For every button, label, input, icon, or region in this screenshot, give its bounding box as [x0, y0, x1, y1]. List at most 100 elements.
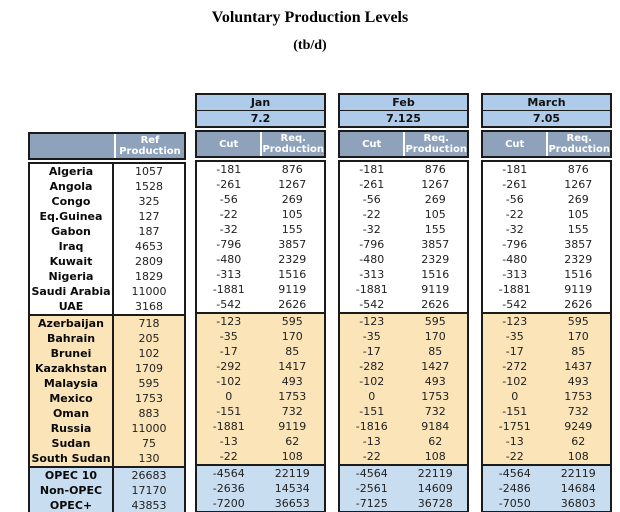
table-row: -56 269 [340, 192, 467, 207]
cut-value-cell: -1881 [212, 283, 245, 296]
cut-value-cell: -542 [359, 298, 385, 311]
table-row: Kuwait 2809 [30, 254, 184, 269]
table-row: -1881 9119 [483, 282, 610, 297]
table-row: -480 2329 [197, 252, 324, 267]
table-row: -542 2626 [483, 297, 610, 312]
table-row: -102 493 [340, 374, 467, 389]
req-production-value-cell: 22119 [274, 467, 310, 480]
ref-production-cell: 205 [138, 332, 160, 345]
table-row: Russia 11000 [30, 421, 184, 436]
req-production-value-cell: 1437 [564, 360, 593, 373]
req-production-value-cell: 9119 [564, 283, 593, 296]
table-row: -1881 9119 [197, 419, 324, 434]
req-production-value-cell: 105 [281, 208, 303, 221]
table-row: -22 105 [340, 207, 467, 222]
table-row: -181 876 [340, 162, 467, 177]
cut-value-cell: -4564 [498, 467, 531, 480]
table-row: -542 2626 [340, 297, 467, 312]
req-production-value-cell: 108 [567, 450, 589, 463]
table-row: -7125 36728 [340, 496, 467, 511]
req-production-value-cell: 85 [285, 345, 300, 358]
row-label-cell: OPEC+ [30, 498, 114, 512]
ref-production-column-header: Ref Production [114, 134, 184, 158]
cut-value-cell: -796 [359, 238, 385, 251]
row-label-cell: Mexico [30, 391, 114, 406]
table-row: -313 1516 [483, 267, 610, 282]
cut-value-cell: -32 [505, 223, 524, 236]
table-row: -796 3857 [483, 237, 610, 252]
cut-value-cell: -35 [219, 330, 238, 343]
table-row: -1751 9249 [483, 419, 610, 434]
req-production-value-cell: 2329 [421, 253, 450, 266]
req-production-value-cell: 1753 [564, 390, 593, 403]
cut-value-cell: -22 [505, 450, 524, 463]
table-row: 0 1753 [483, 389, 610, 404]
table-row: Azerbaijan 718 [30, 316, 184, 331]
row-label-cell: Saudi Arabia [30, 284, 114, 299]
req-production-value-cell: 9119 [278, 283, 307, 296]
table-row: Eq.Guinea 127 [30, 209, 184, 224]
section-non-opec: -123 595 -35 170 -17 85 -282 1427 -102 493 0 1753 -1… [340, 314, 467, 466]
table-row: -1816 9184 [340, 419, 467, 434]
req-production-value-cell: 595 [424, 315, 446, 328]
ref-production-cell: 883 [138, 407, 160, 420]
req-production-value-cell: 9119 [421, 283, 450, 296]
req-production-value-cell: 170 [424, 330, 446, 343]
section-totals: -4564 22119 -2561 14609 -7125 36728 [340, 466, 467, 511]
req-production-value-cell: 170 [281, 330, 303, 343]
req-production-value-cell: 155 [424, 223, 446, 236]
table-row: -35 170 [197, 329, 324, 344]
cut-value-cell: -313 [502, 268, 528, 281]
ref-production-cell: 127 [138, 210, 160, 223]
table-row: -292 1417 [197, 359, 324, 374]
cut-column-header: Cut [340, 132, 404, 156]
section-opec: -181 876 -261 1267 -56 269 -22 105 -32 155 -796 385… [197, 162, 324, 314]
table-row: -2561 14609 [340, 481, 467, 496]
month-level: 7.125 [386, 112, 421, 125]
req-production-value-cell: 876 [281, 163, 303, 176]
reference-table-header: Ref Production [28, 132, 186, 160]
req-production-value-cell: 22119 [560, 467, 596, 480]
table-row: -181 876 [483, 162, 610, 177]
month-header-box-jan: Jan 7.2 [195, 93, 326, 128]
cut-value-cell: -102 [216, 375, 242, 388]
cut-value-cell: -17 [362, 345, 381, 358]
table-row: Kazakhstan 1709 [30, 361, 184, 376]
month-table-body-feb: -181 876 -261 1267 -56 269 -22 105 -32 155 -796 385… [338, 160, 469, 512]
table-row: -32 155 [197, 222, 324, 237]
row-label-cell: UAE [30, 299, 114, 314]
month-columns-header-jan: Cut Req. Production [195, 130, 326, 158]
cut-value-cell: -181 [216, 163, 242, 176]
cut-value-cell: -796 [216, 238, 242, 251]
req-production-value-cell: 493 [567, 375, 589, 388]
table-row: Brunei 102 [30, 346, 184, 361]
section-opec: -181 876 -261 1267 -56 269 -22 105 -32 155 -796 385… [340, 162, 467, 314]
req-production-column-header: Req. Production [403, 132, 467, 156]
cut-value-cell: -4564 [355, 467, 388, 480]
cut-value-cell: -151 [216, 405, 242, 418]
month-columns-header-feb: Cut Req. Production [338, 130, 469, 158]
table-row: -151 732 [197, 404, 324, 419]
req-production-value-cell: 105 [424, 208, 446, 221]
page-subtitle: (tb/d) [293, 38, 327, 53]
row-label-cell: Azerbaijan [30, 316, 114, 331]
ref-production-cell: 3168 [135, 300, 163, 313]
req-production-value-cell: 595 [567, 315, 589, 328]
country-column-header [30, 134, 114, 158]
req-production-value-cell: 14534 [274, 482, 310, 495]
page-title: Voluntary Production Levels [211, 9, 409, 26]
table-row: -181 876 [197, 162, 324, 177]
table-row: -17 85 [340, 344, 467, 359]
cut-value-cell: -22 [505, 208, 524, 221]
cut-value-cell: -123 [216, 315, 242, 328]
ref-production-cell: 1528 [135, 180, 163, 193]
row-label-cell: Kuwait [30, 254, 114, 269]
table-row: -13 62 [340, 434, 467, 449]
req-production-value-cell: 269 [281, 193, 303, 206]
cut-value-cell: -56 [219, 193, 238, 206]
cut-value-cell: -480 [359, 253, 385, 266]
table-row: -542 2626 [197, 297, 324, 312]
row-label-cell: OPEC 10 [30, 468, 114, 483]
req-production-value-cell: 14609 [417, 482, 453, 495]
